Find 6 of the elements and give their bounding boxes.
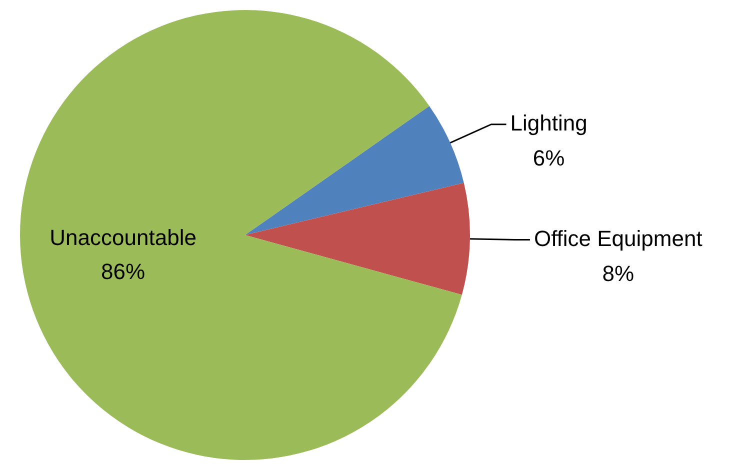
data-label: 6% xyxy=(532,145,565,170)
slice-label: Unaccountable xyxy=(50,225,196,250)
slice-label: Lighting xyxy=(510,110,588,136)
data-label: 86% xyxy=(101,259,146,284)
data-label: 8% xyxy=(602,260,634,286)
slice-label: Office Equipment xyxy=(534,226,702,251)
